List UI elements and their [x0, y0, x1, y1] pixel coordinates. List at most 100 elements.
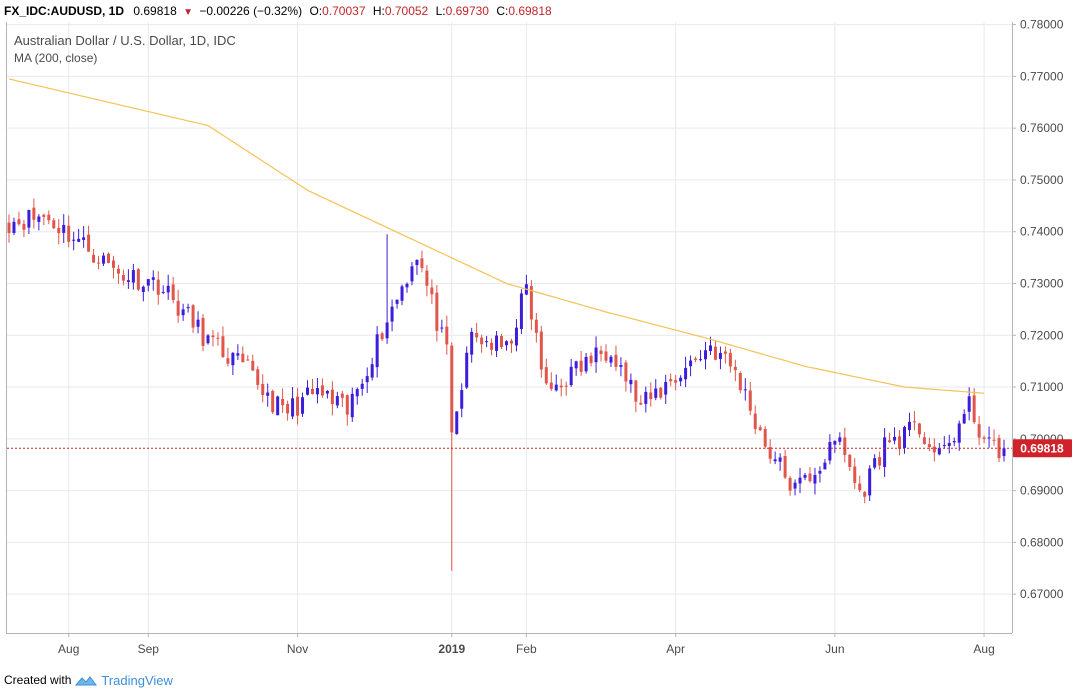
candle [549, 372, 553, 391]
candle [952, 437, 956, 447]
candle [793, 479, 797, 496]
x-tick-label: Aug [58, 642, 79, 656]
candle-body [519, 293, 523, 330]
ma-legend[interactable]: MA (200, close) [14, 51, 97, 65]
candle-body [917, 423, 921, 435]
candle [385, 234, 389, 344]
candle [276, 395, 280, 416]
candle-body [614, 354, 618, 367]
candle-body [62, 225, 66, 233]
candle [1002, 439, 1006, 462]
candle-body [296, 396, 300, 416]
candle-body [340, 393, 344, 398]
candle-body [649, 392, 653, 400]
candle [355, 387, 359, 405]
candle-body [206, 335, 210, 344]
candle-body [599, 350, 603, 355]
candle-body [77, 238, 81, 242]
candle-body [97, 262, 101, 264]
candle [47, 210, 51, 225]
candle-body [186, 306, 190, 309]
candle [674, 375, 678, 391]
candle [947, 434, 951, 454]
candle [241, 346, 245, 363]
candle [788, 475, 792, 496]
candle-body [888, 440, 892, 443]
high-value: 0.70052 [384, 4, 429, 18]
candle-body [171, 284, 175, 301]
candle [325, 390, 329, 399]
symbol-label[interactable]: FX_IDC:AUDUSD, 1D [4, 4, 125, 18]
candle [927, 437, 931, 452]
candle [111, 255, 115, 279]
x-tick-label: Feb [516, 642, 537, 656]
candle-body [465, 352, 469, 388]
x-tick-label: Apr [666, 642, 685, 656]
candle [987, 426, 991, 448]
candle-body [992, 439, 996, 441]
candle [350, 387, 354, 422]
candle-body [92, 254, 96, 263]
candle [400, 284, 404, 306]
candle [893, 427, 897, 445]
candle-body [569, 366, 573, 386]
price-chart[interactable]: 0.670000.680000.690000.700000.710000.720… [0, 0, 1076, 668]
candle [405, 282, 409, 293]
candle-body [783, 456, 787, 478]
candle-body [937, 447, 941, 455]
y-tick-label: 0.77000 [1020, 69, 1064, 83]
candle-body [718, 352, 722, 359]
candle-body [982, 437, 986, 439]
candle-body [320, 385, 324, 396]
candle-body [196, 319, 200, 327]
candle [37, 214, 41, 231]
candle [196, 311, 200, 334]
candle [539, 325, 543, 378]
candle [903, 425, 906, 454]
y-tick-label: 0.69000 [1020, 484, 1064, 498]
candle-body [912, 421, 916, 423]
candle-body [594, 347, 598, 363]
candle [843, 427, 847, 463]
candle-body [420, 258, 424, 268]
candle [873, 454, 877, 470]
candle [261, 374, 265, 403]
candle [390, 299, 394, 332]
candle [524, 274, 528, 296]
candle [141, 285, 145, 302]
candle-body [773, 459, 777, 462]
candle-body [932, 446, 936, 453]
candle-body [445, 326, 449, 345]
candle-body [798, 477, 802, 484]
candle-body [470, 331, 474, 355]
candle [833, 440, 837, 453]
candle [604, 344, 608, 363]
candle [639, 395, 643, 406]
candle-body [500, 335, 504, 347]
candle [415, 259, 419, 275]
candle [977, 415, 981, 446]
ma200-line [8, 78, 985, 394]
candle [345, 394, 349, 426]
candle-body [67, 225, 71, 242]
candle [649, 382, 653, 407]
candle-body [883, 437, 887, 467]
candle [226, 347, 230, 367]
candles [7, 198, 1006, 571]
candle-body [102, 255, 106, 264]
candle [574, 360, 578, 376]
candle-body [907, 421, 911, 430]
candle-body [485, 341, 489, 343]
candle-body [415, 260, 419, 266]
candle [181, 303, 185, 321]
candle [614, 345, 618, 371]
candle-body [589, 355, 593, 364]
x-tick-label: Jun [825, 642, 844, 656]
candle-body [793, 482, 797, 489]
candle [982, 435, 986, 444]
tradingview-brand[interactable]: TradingView [101, 672, 173, 688]
candle-body [7, 222, 11, 234]
candle-body [116, 268, 120, 274]
candle-body [843, 437, 847, 455]
y-tick-label: 0.74000 [1020, 225, 1064, 239]
